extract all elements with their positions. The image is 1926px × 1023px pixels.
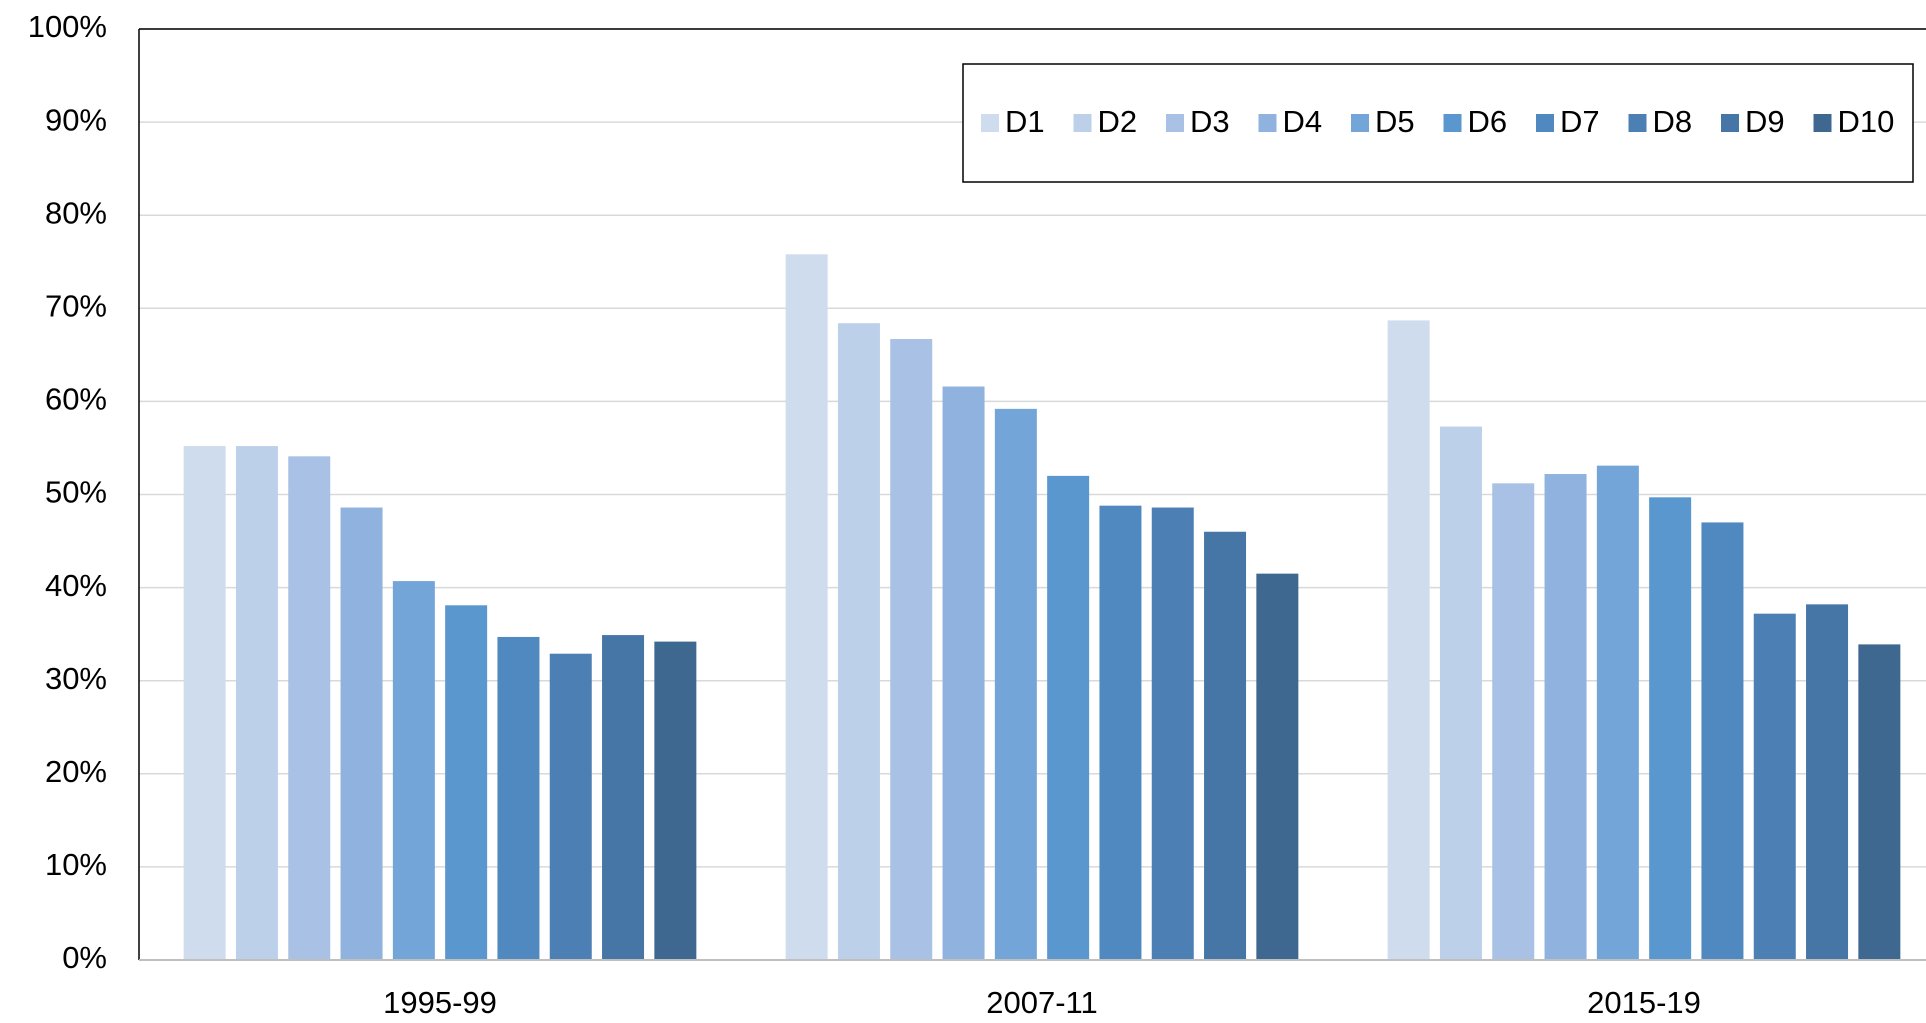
bar	[994, 408, 1037, 960]
bar	[497, 636, 540, 960]
legend-swatch	[1628, 114, 1647, 132]
legend-label: D10	[1838, 104, 1895, 139]
bar	[1858, 644, 1901, 960]
bar	[837, 323, 880, 960]
bar	[340, 507, 383, 960]
y-tick-label: 70%	[45, 288, 107, 323]
legend-label: D5	[1375, 104, 1415, 139]
bar	[942, 386, 985, 960]
y-tick-label: 80%	[45, 195, 107, 230]
legend-box	[962, 63, 1914, 183]
legend-label: D2	[1098, 104, 1138, 139]
bar	[654, 641, 697, 960]
legend-swatch	[1073, 114, 1092, 132]
bar	[1649, 497, 1692, 960]
bar	[1753, 613, 1796, 960]
bar	[890, 339, 933, 960]
y-tick-label: 50%	[45, 475, 107, 510]
bar	[1151, 507, 1194, 960]
x-tick-label: 2007-11	[986, 985, 1097, 1020]
legend-swatch	[1351, 114, 1369, 132]
bar	[785, 254, 828, 960]
bar	[183, 446, 226, 960]
bar	[445, 605, 488, 960]
bar	[1099, 505, 1142, 960]
y-tick-label: 90%	[45, 102, 107, 137]
legend-label: D9	[1745, 104, 1785, 139]
bar	[1492, 483, 1535, 960]
y-tick-label: 10%	[45, 847, 107, 882]
legend-label: D3	[1190, 104, 1230, 139]
bar	[1204, 531, 1247, 960]
legend-label: D1	[1005, 104, 1045, 139]
legend-swatch	[1721, 114, 1739, 132]
bar	[602, 635, 645, 960]
bar	[392, 581, 435, 960]
y-tick-label: 100%	[28, 9, 107, 44]
bar	[1806, 604, 1849, 960]
bar	[1439, 426, 1482, 960]
legend-swatch	[981, 114, 999, 132]
bar	[1047, 475, 1090, 960]
y-tick-label: 60%	[45, 382, 107, 417]
bar	[1544, 474, 1587, 960]
legend-swatch	[1443, 114, 1462, 132]
legend-label: D4	[1283, 104, 1323, 139]
legend-swatch	[1166, 114, 1184, 132]
y-tick-label: 0%	[62, 940, 107, 975]
x-tick-label: 1995-99	[383, 985, 497, 1020]
legend-swatch	[1258, 114, 1277, 132]
y-tick-label: 30%	[45, 661, 107, 696]
bar	[549, 653, 592, 960]
legend-label: D7	[1560, 104, 1600, 139]
legend-label: D6	[1468, 104, 1508, 139]
bar	[235, 446, 278, 960]
bar	[1256, 573, 1299, 960]
legend-swatch	[1813, 114, 1832, 132]
x-tick-label: 2015-19	[1587, 985, 1701, 1020]
y-tick-label: 20%	[45, 754, 107, 789]
legend-label: D8	[1653, 104, 1693, 139]
bar	[1387, 320, 1430, 960]
y-tick-label: 40%	[45, 568, 107, 603]
legend-swatch	[1536, 114, 1554, 132]
bar	[1701, 522, 1744, 960]
bar	[1596, 465, 1639, 960]
bar	[288, 456, 331, 960]
